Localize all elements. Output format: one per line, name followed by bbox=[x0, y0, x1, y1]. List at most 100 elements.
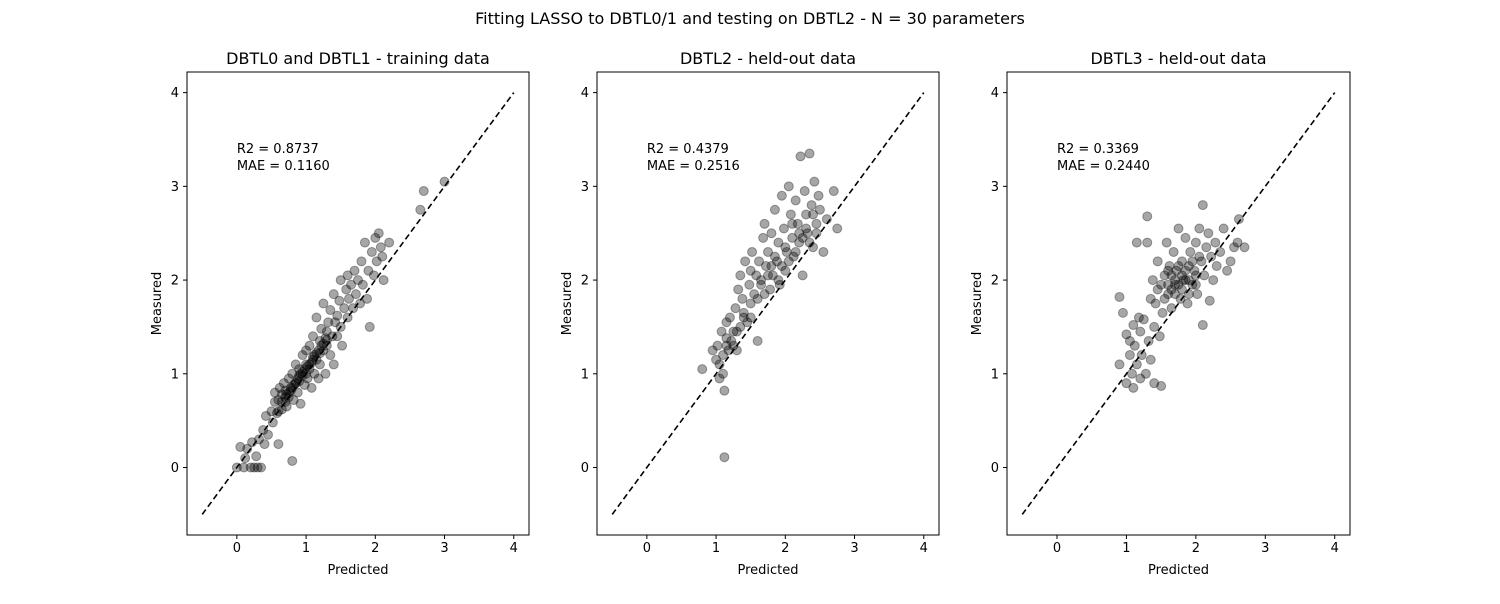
data-point bbox=[269, 396, 280, 407]
data-point bbox=[759, 218, 770, 229]
data-point bbox=[309, 368, 320, 379]
data-point bbox=[316, 340, 327, 351]
data-point bbox=[718, 368, 728, 379]
data-point bbox=[1185, 246, 1196, 257]
y-tick-label: 4 bbox=[171, 86, 179, 101]
data-point bbox=[832, 223, 843, 234]
data-point bbox=[288, 395, 299, 406]
data-point bbox=[1182, 298, 1193, 309]
y-tick-label: 3 bbox=[581, 180, 589, 195]
data-point bbox=[301, 345, 312, 356]
data-point bbox=[811, 218, 822, 229]
data-point bbox=[711, 354, 722, 365]
data-point bbox=[321, 335, 332, 346]
subplot-title: DBTL3 - held-out data bbox=[1090, 49, 1266, 68]
data-point bbox=[259, 439, 270, 450]
data-point bbox=[712, 340, 723, 351]
x-tick-label: 1 bbox=[712, 541, 720, 556]
r2-annotation: R2 = 0.4379 bbox=[647, 142, 729, 157]
y-tick-label: 4 bbox=[581, 86, 589, 101]
data-point bbox=[1206, 251, 1217, 262]
data-point bbox=[311, 312, 322, 323]
data-point bbox=[719, 385, 730, 396]
data-point bbox=[774, 279, 785, 290]
data-point bbox=[1166, 284, 1177, 295]
data-point bbox=[415, 204, 426, 215]
data-point bbox=[362, 293, 372, 304]
data-point bbox=[378, 275, 389, 286]
data-point bbox=[251, 451, 262, 462]
axes-frame bbox=[186, 71, 530, 536]
data-point bbox=[1124, 335, 1135, 346]
data-point bbox=[332, 310, 343, 321]
data-point bbox=[366, 246, 377, 257]
mae-annotation: MAE = 0.2516 bbox=[647, 159, 740, 174]
data-point bbox=[1114, 291, 1125, 302]
data-point bbox=[756, 279, 767, 290]
x-axis-label: Predicted bbox=[1148, 563, 1209, 578]
data-point bbox=[745, 298, 756, 309]
data-point bbox=[1126, 368, 1137, 379]
data-point bbox=[1129, 340, 1140, 351]
data-point bbox=[802, 228, 813, 239]
data-point bbox=[273, 439, 284, 450]
figure-title: Fitting LASSO to DBTL0/1 and testing on … bbox=[475, 9, 1025, 28]
data-point bbox=[772, 256, 782, 267]
mae-annotation: MAE = 0.2440 bbox=[1057, 159, 1150, 174]
data-point bbox=[356, 256, 367, 267]
data-point bbox=[1166, 270, 1177, 281]
data-point bbox=[304, 340, 315, 351]
data-point bbox=[349, 265, 360, 276]
data-point bbox=[240, 453, 251, 464]
data-point bbox=[828, 186, 839, 197]
data-point bbox=[759, 289, 770, 300]
data-point bbox=[297, 350, 308, 361]
data-point bbox=[1210, 237, 1221, 248]
data-point bbox=[368, 270, 379, 281]
x-tick-label: 0 bbox=[233, 541, 241, 556]
data-point bbox=[1229, 242, 1240, 253]
y-tick-label: 1 bbox=[991, 367, 999, 382]
data-point bbox=[767, 270, 778, 281]
data-point bbox=[1159, 270, 1170, 281]
x-tick-label: 4 bbox=[1331, 541, 1339, 556]
data-point bbox=[278, 378, 289, 389]
data-point bbox=[1178, 275, 1189, 286]
data-point bbox=[1197, 200, 1208, 211]
data-point bbox=[1156, 380, 1167, 391]
data-point bbox=[751, 270, 762, 281]
data-point bbox=[373, 228, 384, 239]
x-tick-label: 1 bbox=[1122, 541, 1130, 556]
data-point bbox=[769, 251, 780, 262]
data-point bbox=[1114, 359, 1125, 370]
data-point bbox=[1183, 275, 1194, 286]
data-point bbox=[806, 200, 817, 211]
x-tick-label: 0 bbox=[1053, 541, 1061, 556]
data-point bbox=[276, 389, 287, 400]
data-point bbox=[299, 364, 310, 375]
data-point bbox=[292, 387, 303, 398]
y-tick-label: 1 bbox=[171, 367, 179, 382]
data-point bbox=[735, 321, 746, 332]
data-point bbox=[1218, 223, 1229, 234]
data-point bbox=[804, 148, 815, 159]
data-point bbox=[776, 261, 787, 272]
x-tick-label: 4 bbox=[510, 541, 518, 556]
data-point bbox=[787, 218, 798, 229]
data-point bbox=[1138, 314, 1149, 325]
data-point bbox=[1135, 373, 1146, 384]
data-point bbox=[707, 345, 718, 356]
y-axis-label: Measured bbox=[560, 272, 575, 336]
data-point bbox=[719, 452, 730, 463]
data-point bbox=[355, 298, 366, 309]
data-point bbox=[1135, 326, 1146, 337]
identity-line bbox=[611, 92, 925, 515]
data-point bbox=[716, 326, 727, 337]
data-point bbox=[1197, 320, 1208, 331]
data-point bbox=[1187, 256, 1198, 267]
data-point bbox=[294, 364, 305, 375]
y-tick-label: 0 bbox=[991, 461, 999, 476]
data-point bbox=[294, 370, 305, 381]
data-point bbox=[801, 209, 812, 220]
data-point bbox=[1170, 289, 1181, 300]
